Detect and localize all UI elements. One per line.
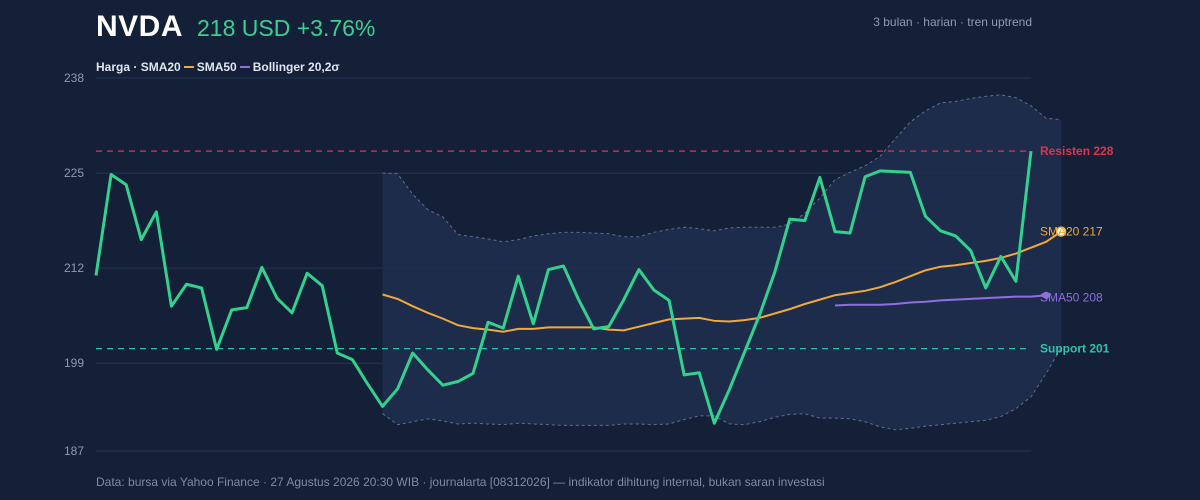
support-label: Support 201 xyxy=(1040,342,1110,356)
bollinger-band-fill xyxy=(382,94,1062,430)
sma50-line xyxy=(834,294,1047,307)
y-tick-label-187: 187 xyxy=(64,444,84,458)
resistance-label: Resisten 228 xyxy=(1040,144,1114,158)
legend-separator: · xyxy=(130,60,141,74)
title-row: NVDA 218 USD +3.76% xyxy=(96,10,375,44)
reference-lines-layer xyxy=(96,150,1031,350)
legend-sma50: SMA50 xyxy=(196,60,237,74)
bollinger-upper-line xyxy=(382,94,1062,243)
footer-source: Data: bursa via Yahoo Finance · 27 Agust… xyxy=(96,475,825,489)
legend-sma20: SMA20 xyxy=(140,60,181,74)
series-lines-layer xyxy=(94,150,1067,425)
y-tick-label-199: 199 xyxy=(64,356,84,370)
legend-sma20-swatch xyxy=(183,65,194,68)
legend-price: Harga xyxy=(96,60,131,74)
price-line xyxy=(94,150,1033,425)
sma50-end-marker xyxy=(1042,291,1050,299)
y-tick-label-238: 238 xyxy=(64,71,84,85)
bollinger-band-layer xyxy=(382,94,1062,431)
sma50-end-label: SMA50 208 xyxy=(1040,290,1103,304)
y-tick-label-225: 225 xyxy=(64,166,84,180)
ticker-symbol: NVDA xyxy=(96,10,184,43)
legend: Harga · SMA20 SMA50 Bollinger 20,2σ xyxy=(96,60,340,74)
legend-bollinger: Bollinger 20,2σ xyxy=(252,60,340,74)
sma20-end-marker xyxy=(1055,226,1067,237)
sma20-end-label: SMA20 217 xyxy=(1040,225,1103,239)
bollinger-lower-line xyxy=(382,347,1062,431)
price-change: 218 USD +3.76% xyxy=(197,15,376,41)
labels-layer: Resisten 228 Support 201 SMA20 217 SMA50 20… xyxy=(1040,144,1114,355)
legend-sma50-swatch xyxy=(239,65,250,68)
sma20-line xyxy=(382,230,1062,333)
chart-meta: 3 bulan · harian · tren uptrend xyxy=(873,15,1032,29)
y-tick-label-212: 212 xyxy=(64,261,84,275)
